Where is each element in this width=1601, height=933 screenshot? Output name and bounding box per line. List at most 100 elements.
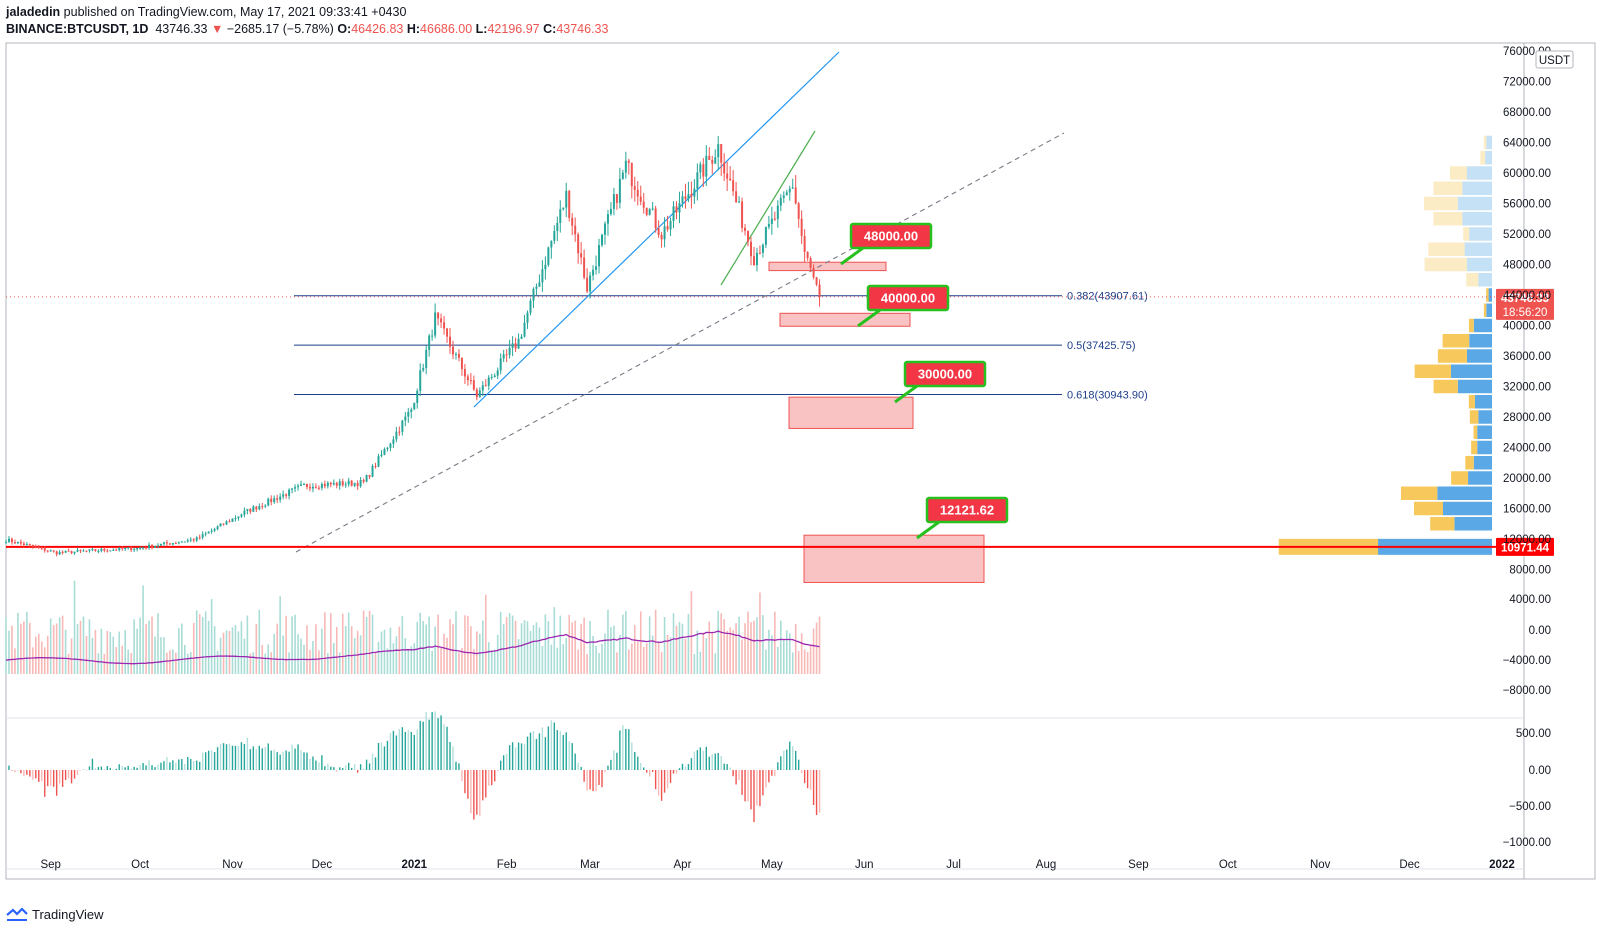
footer-brand[interactable]: TradingView <box>32 907 104 922</box>
candle-body <box>678 202 681 213</box>
candle-body <box>323 483 326 487</box>
candle-body <box>559 209 562 223</box>
target-label-box[interactable] <box>849 222 933 250</box>
volume-profile-bar-down <box>1423 196 1458 211</box>
trendline-main[interactable] <box>473 51 840 408</box>
candle-body <box>43 547 46 551</box>
volume-profile-bar-up <box>1474 395 1492 409</box>
candle-body <box>371 465 374 477</box>
candle-body <box>651 208 654 210</box>
candle-body <box>690 194 693 197</box>
candle-body <box>428 335 431 350</box>
candle-body <box>669 220 672 230</box>
candle-body <box>82 550 85 552</box>
candle-body <box>609 208 612 215</box>
candle-body <box>288 489 291 496</box>
price-tick-label: 56000.00 <box>1503 199 1551 211</box>
time-tick-label: Nov <box>222 859 243 871</box>
candle-body <box>34 546 37 548</box>
trendline-dashed[interactable] <box>295 132 1065 553</box>
symbol-label[interactable]: BINANCE:BTCUSDT, 1D <box>6 22 149 36</box>
volume-profile-bar-up <box>1488 288 1492 302</box>
volume-profile-bar-down <box>1469 410 1479 424</box>
candle-body <box>308 486 311 489</box>
candle-body <box>621 172 624 179</box>
candle-body <box>711 159 714 164</box>
candle-body <box>735 191 738 202</box>
candle-body <box>109 550 112 552</box>
candle-body <box>37 546 40 548</box>
candle-body <box>398 431 401 433</box>
volume-profile-bar-up <box>1477 425 1492 439</box>
candle-body <box>79 550 82 552</box>
candle-body <box>466 376 469 381</box>
candle-body <box>425 349 428 369</box>
volume-tick-label: 4000.00 <box>1509 594 1551 606</box>
candle-body <box>270 498 273 502</box>
price-tick-label: 12000.00 <box>1503 534 1551 546</box>
candle-body <box>240 514 243 517</box>
candle-body <box>124 547 127 549</box>
candle-body <box>699 164 702 173</box>
volume-profile-bar-down <box>1451 471 1469 485</box>
target-label-box[interactable] <box>866 284 950 312</box>
candle-body <box>338 481 341 486</box>
currency-label: USDT <box>1539 55 1570 67</box>
time-tick-label: Nov <box>1310 859 1331 871</box>
target-callout-pointer <box>857 308 881 328</box>
last-price-badge <box>1496 288 1554 320</box>
candle-body <box>648 209 651 215</box>
target-label-box[interactable] <box>925 496 1009 524</box>
candle-body <box>794 187 797 204</box>
candle-body <box>136 547 139 550</box>
candle-body <box>386 447 389 450</box>
candle-body <box>603 223 606 235</box>
fibonacci-level-label: 0.618(30943.90) <box>1067 390 1148 402</box>
candle-body <box>702 164 705 177</box>
candle-body <box>186 540 189 542</box>
candle-body <box>696 172 699 189</box>
candle-body <box>723 162 726 174</box>
candle-body <box>154 545 156 548</box>
time-tick-label: Jun <box>855 859 874 871</box>
target-zone[interactable] <box>788 396 914 429</box>
candle-body <box>410 409 413 412</box>
trendline-short[interactable] <box>720 130 816 286</box>
fibonacci-level-label: 0.5(37425.75) <box>1067 340 1136 352</box>
volume-profile-bar-down <box>1463 227 1470 241</box>
volume-profile-bar-down <box>1433 212 1463 226</box>
candle-body <box>502 354 505 359</box>
candle-body <box>76 550 79 552</box>
candle-body <box>553 230 556 241</box>
candle-body <box>481 385 484 391</box>
candle-body <box>550 240 553 248</box>
candle-body <box>332 482 335 485</box>
candle-body <box>377 456 380 467</box>
candle-body <box>228 521 231 523</box>
volume-profile-bar-up <box>1478 273 1492 287</box>
candle-body <box>64 550 67 553</box>
candle-body <box>180 541 183 543</box>
candle-body <box>818 284 821 297</box>
volume-profile-bar-down <box>1433 181 1463 195</box>
candle-body <box>487 377 490 386</box>
target-label-box[interactable] <box>903 360 987 388</box>
candle-body <box>422 368 425 371</box>
target-zone[interactable] <box>803 534 985 583</box>
currency-badge[interactable] <box>1535 50 1574 69</box>
candle-body <box>317 487 320 489</box>
price-tick-label: 44000.00 <box>1503 290 1551 302</box>
footer: TradingView <box>6 907 104 922</box>
candle-body <box>493 375 496 377</box>
candle-body <box>484 385 487 387</box>
target-zone[interactable] <box>768 261 887 272</box>
candle-body <box>586 277 589 292</box>
low-label: L: <box>475 22 488 36</box>
candle-body <box>341 481 344 486</box>
target-zone[interactable] <box>779 312 911 327</box>
candle-body <box>252 506 255 512</box>
author-name[interactable]: jaladedin <box>6 5 61 19</box>
candle-body <box>210 530 213 532</box>
candle-body <box>457 353 460 358</box>
